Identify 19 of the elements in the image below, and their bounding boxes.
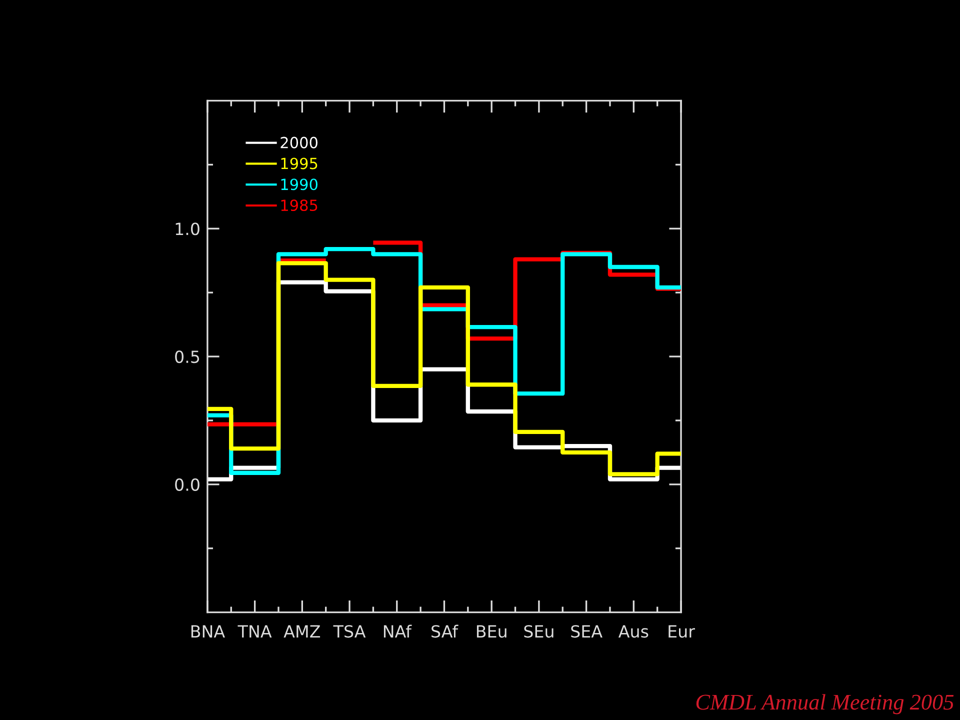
x-tick-label: BNA [191,625,225,638]
x-tick-label: BEu [476,625,506,638]
legend-label: 2000 [280,136,318,148]
x-tick-label: SEu [524,625,554,638]
x-tick-label: Eur [668,625,695,638]
x-tick-label: Aus [618,625,648,638]
x-tick-label: TSA [333,625,366,638]
text: CMDL Annual Meeting 2005 [696,694,954,714]
x-tick-label: AMZ [284,625,320,638]
y-tick-label: 1.0 [176,222,200,236]
x-tick-label: NAf [384,624,412,638]
y-tick-label: 0.5 [175,350,200,364]
x-tick-label: SAf [432,624,458,638]
legend-label: 1985 [281,200,318,212]
x-tick-label: SEA [571,625,602,638]
legend-label: 1995 [281,158,318,170]
x-tick-label: TNA [238,625,272,638]
legend-label: 1990 [281,178,318,190]
y-tick-label: 0.0 [175,478,200,491]
